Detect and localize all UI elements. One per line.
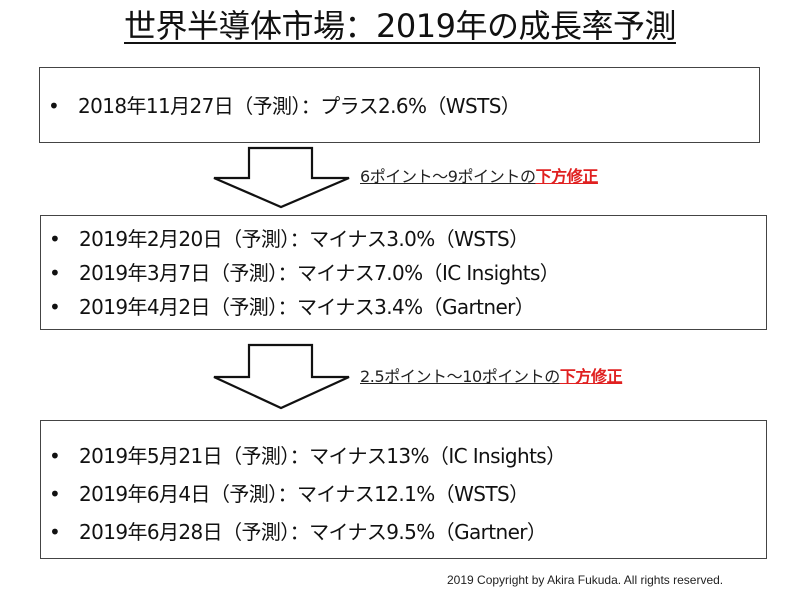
revision-range-text: 2.5ポイント～10ポイントの [360,367,560,386]
list-item: • 2019年2月20日（予測）：マイナス3.0%（WSTS） [41,222,766,256]
forecast-box-2018: • 2018年11月27日（予測）：プラス2.6%（WSTS） [39,67,760,143]
down-arrow-icon [213,343,350,410]
bullet-icon: • [49,227,61,251]
page-title: 世界半導体市場：2019年の成長率予測 [0,4,800,48]
list-item: • 2019年5月21日（予測）：マイナス13%（IC Insights） [41,437,766,475]
revision-note-2: 2.5ポイント～10ポイントの下方修正 [360,366,623,388]
bullet-icon: • [49,261,61,285]
down-arrow-icon [213,146,350,209]
revision-emphasis-text: 下方修正 [535,167,599,186]
forecast-text: 2018年11月27日（予測）：プラス2.6%（WSTS） [78,94,521,118]
forecast-text: 2019年3月7日（予測）：マイナス7.0%（IC Insights） [79,261,560,285]
forecast-box-early-2019: • 2019年2月20日（予測）：マイナス3.0%（WSTS） • 2019年3… [40,215,767,330]
revision-note-1: 6ポイント～9ポイントの下方修正 [360,166,598,188]
list-item: • 2019年6月4日（予測）：マイナス12.1%（WSTS） [41,475,766,513]
bullet-icon: • [49,444,61,468]
list-item: • 2019年3月7日（予測）：マイナス7.0%（IC Insights） [41,256,766,290]
bullet-icon: • [49,295,61,319]
forecast-box-mid-2019: • 2019年5月21日（予測）：マイナス13%（IC Insights） • … [40,420,767,559]
copyright-notice: 2019 Copyright by Akira Fukuda. All righ… [447,573,724,587]
forecast-text: 2019年6月4日（予測）：マイナス12.1%（WSTS） [79,482,529,506]
forecast-list: • 2019年5月21日（予測）：マイナス13%（IC Insights） • … [41,421,766,551]
forecast-list: • 2018年11月27日（予測）：プラス2.6%（WSTS） [40,68,759,121]
forecast-text: 2019年5月21日（予測）：マイナス13%（IC Insights） [79,444,566,468]
bullet-icon: • [48,94,60,118]
list-item: • 2018年11月27日（予測）：プラス2.6%（WSTS） [40,91,759,121]
revision-range-text: 6ポイント～9ポイントの [360,167,536,186]
forecast-text: 2019年4月2日（予測）：マイナス3.4%（Gartner） [79,295,535,319]
list-item: • 2019年4月2日（予測）：マイナス3.4%（Gartner） [41,290,766,324]
page-title-text: 世界半導体市場：2019年の成長率予測 [124,7,676,45]
bullet-icon: • [49,520,61,544]
forecast-list: • 2019年2月20日（予測）：マイナス3.0%（WSTS） • 2019年3… [41,216,766,324]
forecast-text: 2019年2月20日（予測）：マイナス3.0%（WSTS） [79,227,529,251]
forecast-text: 2019年6月28日（予測）：マイナス9.5%（Gartner） [79,520,547,544]
bullet-icon: • [49,482,61,506]
list-item: • 2019年6月28日（予測）：マイナス9.5%（Gartner） [41,513,766,551]
revision-emphasis-text: 下方修正 [559,367,623,386]
